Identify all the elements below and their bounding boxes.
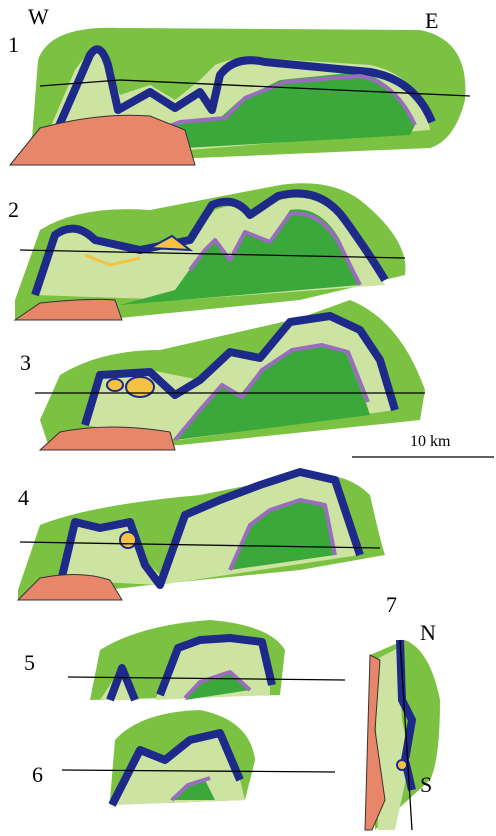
compass-east: E	[425, 8, 438, 33]
scale-bar-label: 10 km	[410, 433, 451, 450]
section-label: 2	[8, 197, 19, 222]
section-2	[15, 183, 405, 320]
section-label: 1	[8, 32, 19, 57]
section-label: 5	[24, 650, 35, 675]
section-label: 6	[32, 762, 43, 787]
section-5	[68, 620, 345, 700]
section-label: 7	[386, 592, 397, 617]
section-6	[62, 710, 335, 805]
section-label: 3	[20, 350, 31, 375]
cross-sections-diagram: 10 km W E N S 1 2 3 4 5 6 7	[0, 0, 496, 836]
section-label: 4	[18, 485, 29, 510]
section-3	[35, 300, 425, 450]
compass-south: S	[420, 772, 432, 797]
compass-west: W	[28, 4, 49, 29]
section-4	[18, 472, 385, 600]
section-7	[365, 640, 440, 830]
compass-north: N	[420, 620, 436, 645]
section-1	[10, 28, 470, 165]
